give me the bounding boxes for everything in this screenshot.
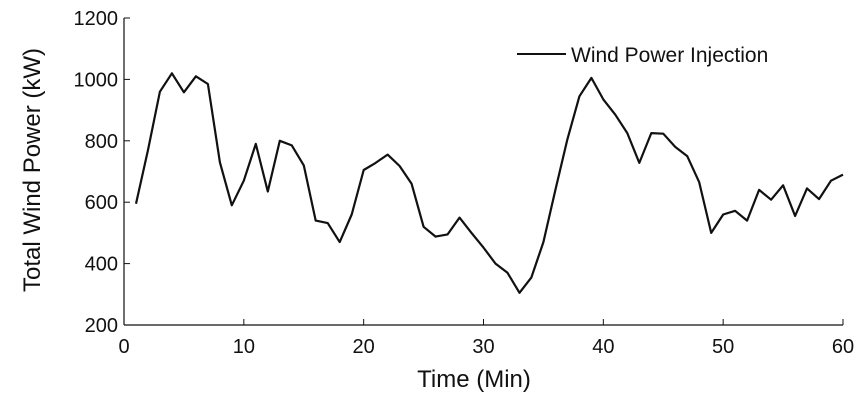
x-tick-label: 50 — [712, 336, 734, 358]
x-tick-label: 0 — [118, 336, 129, 358]
x-axis-title: Time (Min) — [417, 366, 531, 393]
x-tick-label: 20 — [353, 336, 375, 358]
x-tick-label: 30 — [472, 336, 494, 358]
x-tick-label: 60 — [832, 336, 854, 358]
y-tick-label: 1200 — [74, 8, 119, 30]
y-tick-label: 200 — [85, 315, 118, 337]
series-line-wind-power-injection — [134, 72, 844, 294]
x-tick-label: 10 — [233, 336, 255, 358]
x-axis-ticks: 0 10 20 30 40 50 60 — [118, 319, 854, 358]
y-tick-label: 400 — [85, 254, 118, 276]
legend: Wind Power Injection — [517, 44, 768, 67]
y-tick-label: 800 — [85, 131, 118, 153]
y-axis-title: Total Wind Power (kW) — [19, 48, 46, 292]
y-tick-label: 600 — [85, 192, 118, 214]
y-tick-label: 1000 — [74, 69, 119, 91]
legend-label: Wind Power Injection — [571, 44, 768, 67]
x-tick-label: 40 — [592, 336, 614, 358]
y-axis-ticks: 200 400 600 800 1000 1200 — [74, 8, 130, 337]
